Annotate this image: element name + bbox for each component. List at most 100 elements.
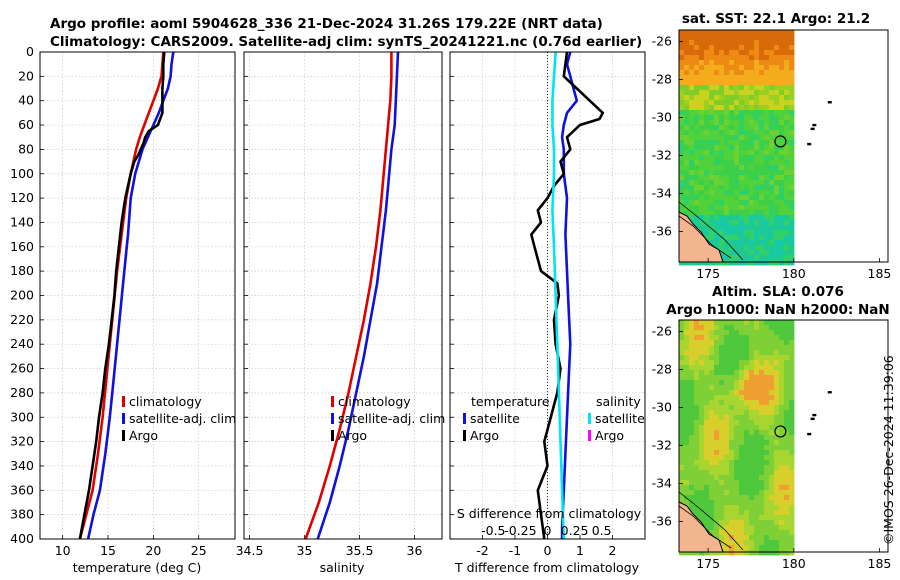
map-cell [724,430,730,436]
map-cell [724,365,730,371]
island [827,391,832,394]
map-cell [729,195,735,201]
map-cell [754,450,760,456]
map-cell [759,125,765,131]
map-cell [714,440,720,446]
map-cell [759,145,765,151]
map-cell [679,420,685,426]
map-cell [759,255,765,261]
map-cell [729,525,735,531]
series-temperature-satellite [560,51,579,539]
map-cell [684,370,690,376]
legend-label: satellite-adj. clim [129,411,236,426]
map-cell [689,155,695,161]
map-cell [704,60,710,66]
map-cell [759,210,765,216]
map-cell [789,65,795,71]
map-cell [689,165,695,171]
map-cell [744,360,750,366]
map-cell [789,155,795,161]
map-cell [689,140,695,146]
map-cell [754,250,760,256]
map-cell [774,495,780,501]
map-cell [704,135,710,141]
bathymetry-contour [678,201,744,261]
map-cell [769,520,775,526]
map-cell [779,85,785,91]
map-cell [684,110,690,116]
map-cell [714,535,720,541]
map-cell [739,405,745,411]
map-cell [754,150,760,156]
map-cell [704,335,710,341]
map-cell [694,45,700,51]
map-cell [694,460,700,466]
map-cell [779,60,785,66]
map-cell [769,210,775,216]
map-cell [704,140,710,146]
map-cell [739,495,745,501]
map-cell [709,405,715,411]
map-cell [714,420,720,426]
map-cell [724,360,730,366]
map-cell [754,510,760,516]
map-cell [699,495,705,501]
island [807,432,812,436]
map-cell [759,30,765,36]
map-cell [724,410,730,416]
map-cell [694,440,700,446]
map-cell [714,430,720,436]
map-cell [739,430,745,436]
map-cell [684,135,690,141]
map-cell [719,385,725,391]
map-cell [714,335,720,341]
map-cell [699,210,705,216]
map-cell [789,330,795,336]
map-cell [689,115,695,121]
map-cell [744,435,750,441]
map-cell [694,70,700,76]
y-tick-label: 0 [26,44,34,59]
map-cell [714,85,720,91]
x-tick-label: 35 [297,543,313,558]
map-cell [784,75,790,81]
map-cell [764,545,770,551]
map-cell [734,160,740,166]
map-cell [754,40,760,46]
map-cell [754,360,760,366]
map-cell [739,550,745,556]
map-cell [784,370,790,376]
map-cell [684,40,690,46]
map-cell [714,450,720,456]
map-cell [729,385,735,391]
map-cell [714,30,720,36]
map-cell [734,165,740,171]
map-cell [784,545,790,551]
map-cell [779,480,785,486]
map-cell [684,340,690,346]
map-cell [744,195,750,201]
y-tick-label: 300 [10,409,34,424]
legend-swatch [588,413,591,424]
map-cell [679,335,685,341]
map-cell [749,115,755,121]
legend-swatch [463,430,466,441]
map-cell [764,380,770,386]
map-cell [779,175,785,181]
map-cell [689,260,695,266]
map-cell [689,365,695,371]
map-cell [724,210,730,216]
map-cell [774,440,780,446]
map-cell [729,90,735,96]
map-cell [784,160,790,166]
map-cell [684,75,690,81]
map-cell [734,395,740,401]
map-cell [729,95,735,101]
map-cell [704,460,710,466]
y-tick-label: -28 [652,71,672,86]
map-cell [714,465,720,471]
map-cell [774,475,780,481]
map-cell [749,385,755,391]
map-cell [759,370,765,376]
